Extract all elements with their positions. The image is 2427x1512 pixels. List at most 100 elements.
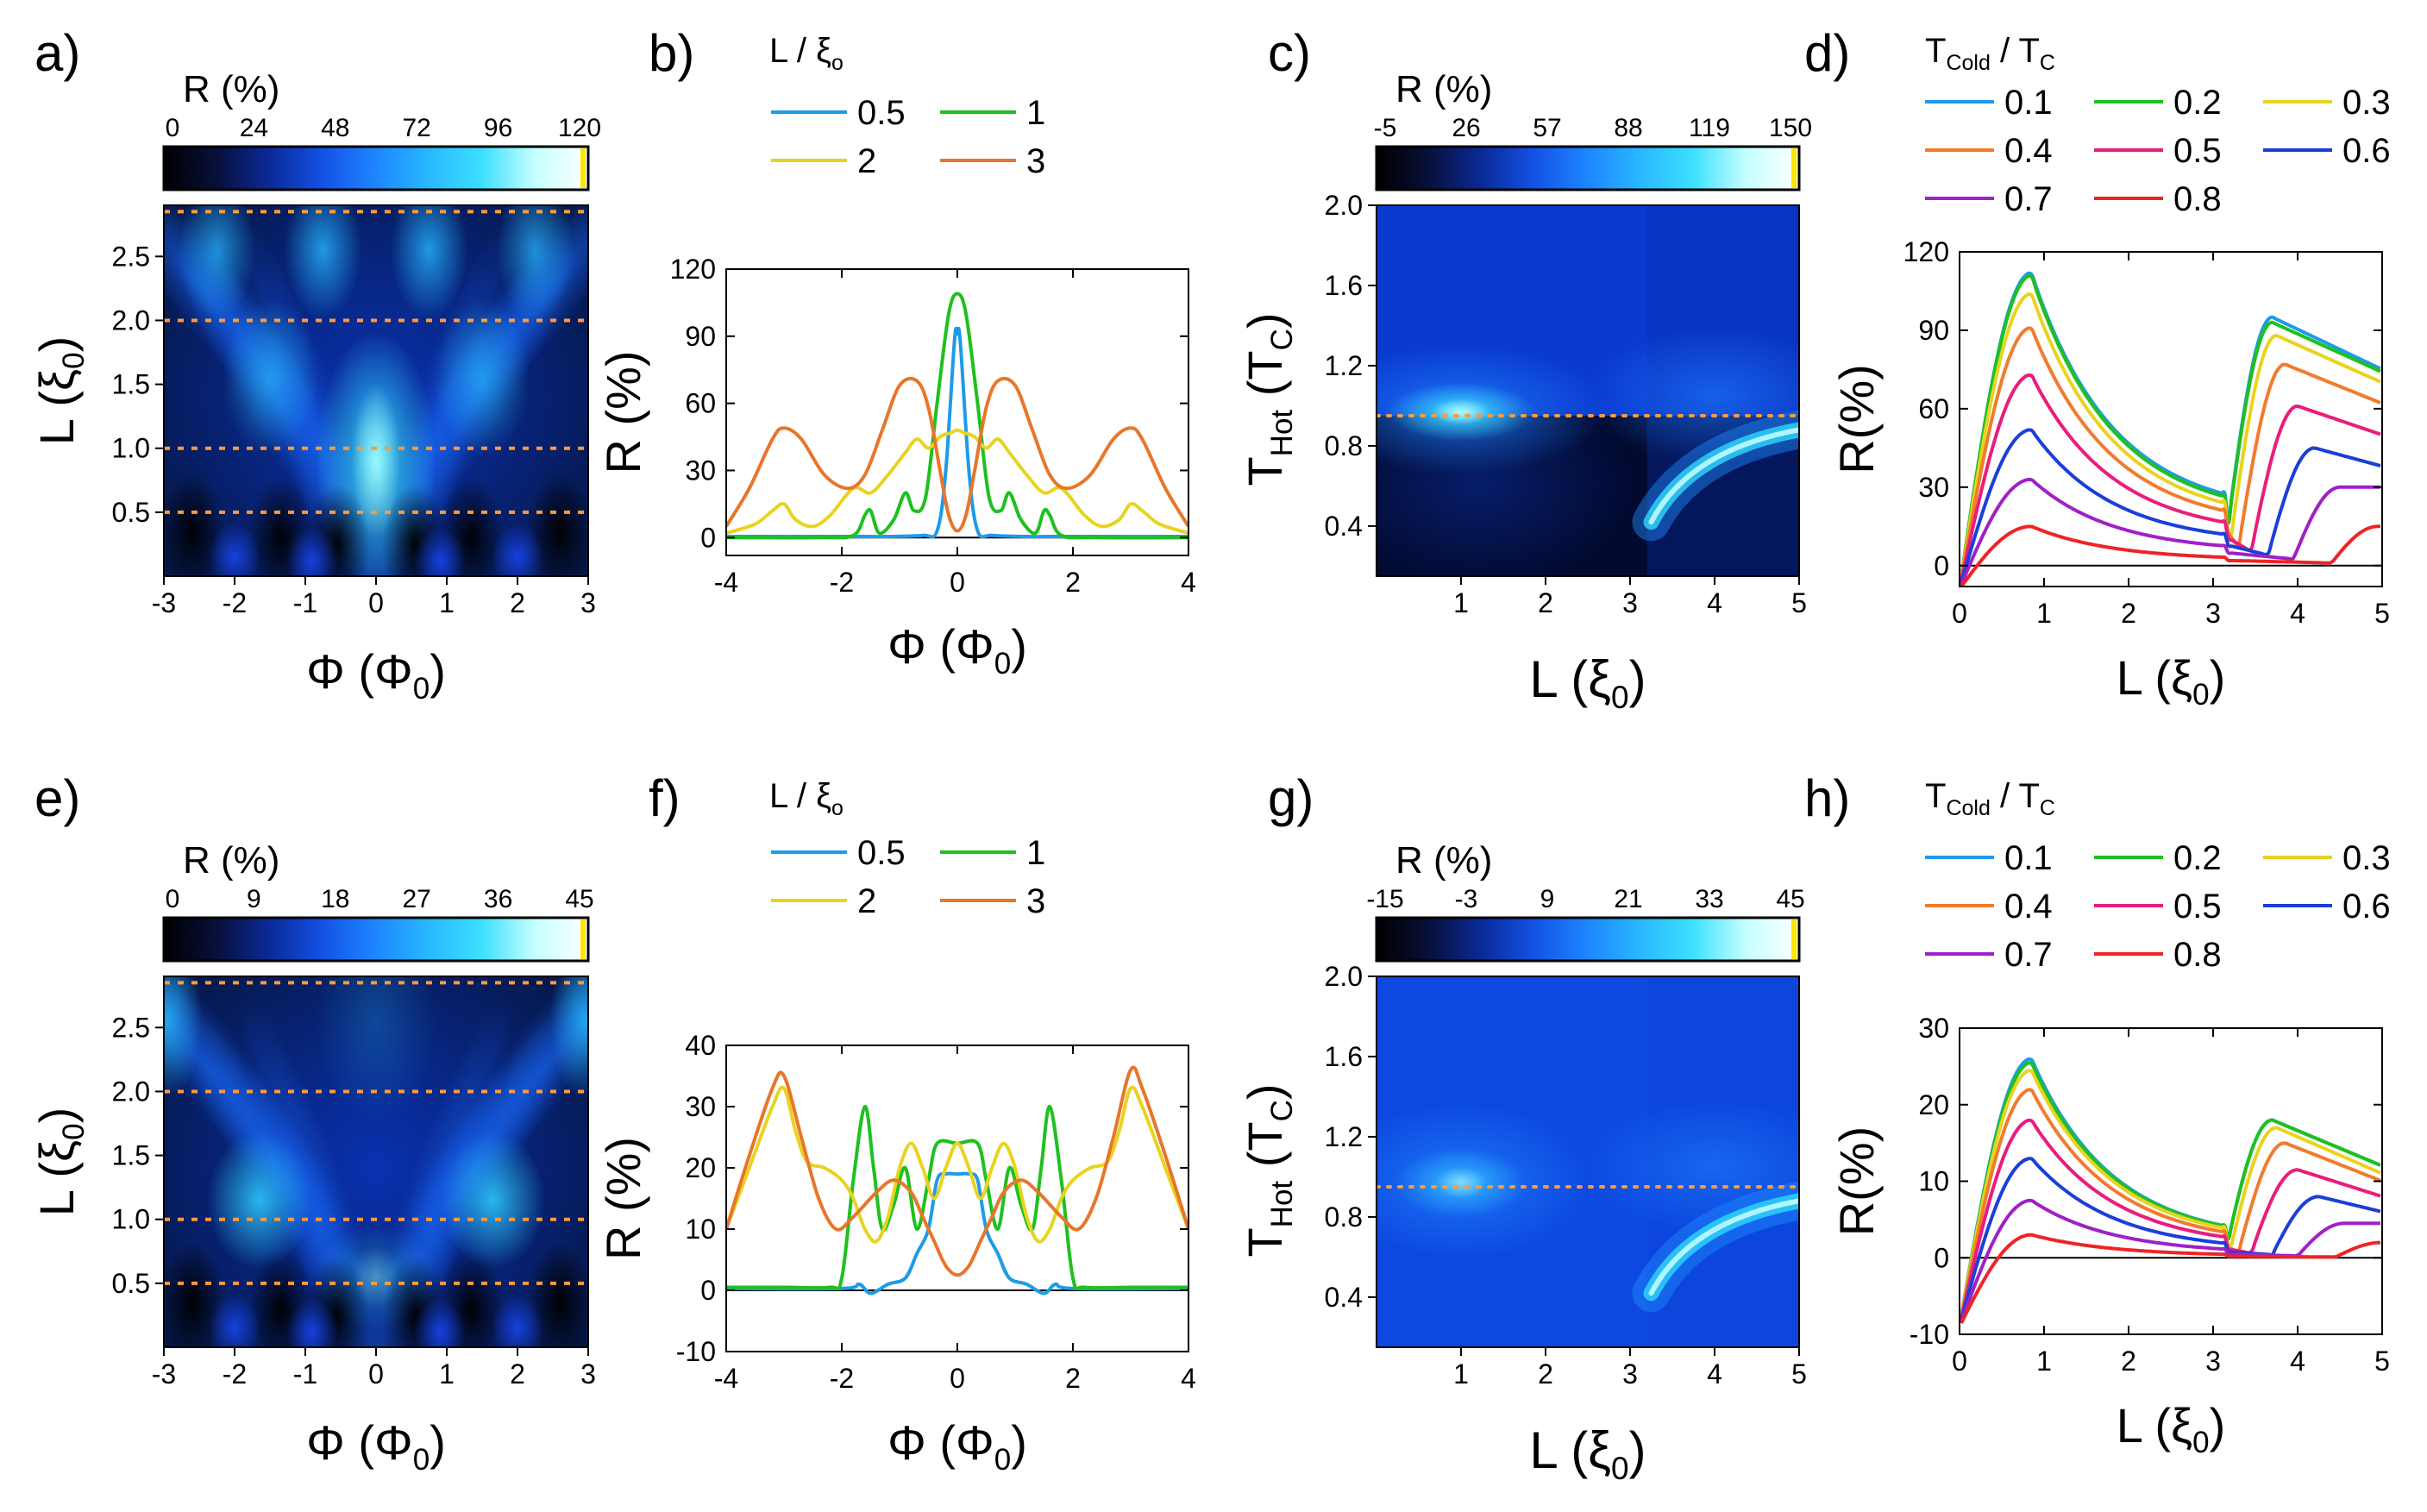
x-tick-label: -2	[223, 587, 247, 618]
colorbar-tick: -15	[1366, 885, 1403, 913]
x-tick-label: -3	[152, 1358, 176, 1390]
y-tick-label: 0.4	[1325, 1282, 1363, 1313]
legend-label-0.5: 0.5	[2173, 132, 2222, 170]
series-line-0.8	[1960, 524, 2381, 587]
y-tick-label: 30	[1918, 1013, 1949, 1044]
y-tick-label: 2.0	[112, 1076, 150, 1107]
y-axis-label: L (ξ0)	[29, 336, 91, 445]
y-tick-label: 0.5	[112, 1268, 150, 1299]
colorbar-title: R (%)	[1395, 839, 1492, 881]
y-tick-label: -10	[676, 1336, 716, 1367]
series-line-0.5	[726, 1171, 1188, 1296]
legend-label-0.3: 0.3	[2342, 839, 2391, 877]
legend-label-0.8: 0.8	[2173, 180, 2222, 218]
x-axis-label: Φ (Φ0)	[306, 644, 446, 706]
colorbar-tick: 88	[1614, 114, 1642, 142]
legend-title: L / ξo	[769, 777, 843, 820]
x-tick-label: 0	[1952, 1346, 1967, 1377]
heatmap-panel-e: R (%)0 9 18 27 36 45-3 -2 -1 0 1 2 30.51.01.52.02.5…	[29, 839, 596, 1477]
colorbar-tick: 45	[565, 885, 593, 913]
colorbar	[1375, 916, 1801, 963]
legend-label-0.5: 0.5	[857, 834, 906, 872]
series-line-0.3	[1960, 292, 2381, 579]
colorbar-tick: 33	[1695, 885, 1723, 913]
x-tick-label: 3	[2205, 1346, 2221, 1377]
y-tick-label: 20	[1918, 1089, 1949, 1120]
colorbar-tick: 0	[166, 114, 180, 142]
y-tick-label: 1.0	[112, 433, 150, 464]
x-tick-label: 4	[1181, 567, 1196, 598]
legend: L / ξo 0.5 1 2 3	[769, 777, 1045, 920]
legend-label-1: 1	[1026, 834, 1045, 872]
x-axis-label: Φ (Φ0)	[306, 1415, 446, 1477]
legend: TCold / TC 0.1 0.2 0.3 0.4 0.5 0.6 0.7 0.8	[1925, 32, 2391, 218]
y-tick-label: 0	[700, 1275, 716, 1306]
legend-label-0.4: 0.4	[2004, 132, 2053, 170]
y-tick-label: 40	[685, 1030, 716, 1061]
series-line-2	[726, 1085, 1188, 1244]
y-tick-label: 10	[685, 1214, 716, 1245]
colorbar	[162, 916, 590, 963]
colorbar-title: R (%)	[183, 68, 279, 110]
x-tick-label: 5	[1791, 1358, 1807, 1390]
colorbar-tick: 9	[247, 885, 261, 913]
colorbar-tick: 18	[321, 885, 349, 913]
x-tick-label: -3	[152, 587, 176, 618]
y-tick-label: 0.4	[1325, 511, 1363, 542]
x-tick-label: 3	[1622, 1358, 1638, 1390]
series-line-0.3	[1960, 1069, 2381, 1318]
colorbar-tick: 45	[1776, 885, 1804, 913]
legend-label-2: 2	[857, 142, 876, 180]
y-tick-label: 2.0	[1325, 961, 1363, 992]
x-axis-label: L (ξ0)	[2117, 650, 2225, 712]
x-tick-label: -2	[223, 1358, 247, 1390]
legend-label-0.6: 0.6	[2342, 888, 2391, 925]
y-tick-label: 0	[700, 522, 716, 553]
x-tick-label: 3	[2205, 598, 2221, 629]
legend-label-0.3: 0.3	[2342, 84, 2391, 122]
line-panel-b: -4 -2 0 2 4 0 30 60 90 120 Φ (Φ0) R (%) L / ξo 0.5 1 2 3	[596, 32, 1196, 681]
colorbar-tick: 119	[1689, 114, 1730, 142]
colorbar-tick: 36	[484, 885, 512, 913]
x-tick-label: -1	[293, 1358, 317, 1390]
legend-label-0.7: 0.7	[2004, 180, 2053, 218]
series-line-1	[726, 292, 1188, 540]
x-tick-label: 3	[1622, 587, 1638, 618]
legend-label-0.2: 0.2	[2173, 84, 2222, 122]
y-tick-label: 1.2	[1325, 350, 1363, 381]
colorbar	[1375, 145, 1801, 191]
panel-label-b: b)	[649, 24, 694, 82]
legend-label-0.2: 0.2	[2173, 839, 2222, 877]
series-line-0.7	[1960, 477, 2380, 587]
y-tick-label: 2.0	[112, 304, 150, 336]
colorbar-tick: 27	[403, 885, 431, 913]
colorbar-tick: 21	[1614, 885, 1642, 913]
panel-label-c: c)	[1268, 24, 1311, 82]
series-line-0.6	[1960, 1157, 2381, 1321]
y-tick-label: 10	[1918, 1166, 1949, 1197]
series-line-3	[726, 376, 1188, 533]
x-axis-label: Φ (Φ0)	[887, 1415, 1027, 1477]
y-tick-label: 20	[685, 1152, 716, 1183]
y-axis-label: THot (TC)	[1238, 1083, 1299, 1257]
legend-label-1: 1	[1026, 94, 1045, 132]
y-tick-label: 30	[1918, 472, 1949, 503]
series-line-0.4	[1960, 1088, 2381, 1319]
y-tick-label: 120	[670, 254, 716, 285]
x-tick-label: 5	[2374, 598, 2390, 629]
x-tick-label: -4	[714, 567, 738, 598]
x-tick-label: -1	[293, 587, 317, 618]
x-tick-label: 1	[2036, 1346, 2052, 1377]
x-tick-label: 0	[368, 1358, 384, 1390]
x-tick-label: 1	[2036, 598, 2052, 629]
legend-title: TCold / TC	[1925, 777, 2055, 820]
y-tick-label: 120	[1903, 236, 1949, 267]
x-tick-label: 0	[950, 567, 965, 598]
y-tick-label: 60	[1918, 393, 1949, 424]
y-tick-label: 0	[1934, 1242, 1949, 1273]
x-tick-label: 4	[1707, 587, 1722, 618]
x-tick-label: 1	[439, 1358, 455, 1390]
colorbar-tick: -5	[1374, 114, 1397, 142]
colorbar-tick: 0	[166, 885, 180, 913]
